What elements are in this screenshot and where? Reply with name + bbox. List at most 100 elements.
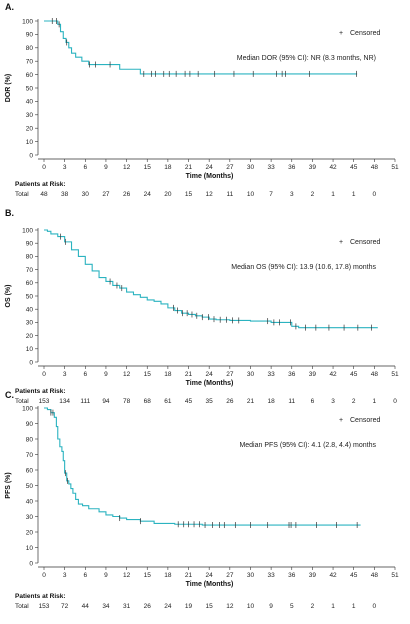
panel-label: A. [5, 2, 14, 12]
x-tick-label: 18 [164, 371, 172, 378]
y-axis-label: OS (%) [5, 285, 12, 308]
risk-table-value: 153 [39, 398, 50, 405]
y-tick-label: 40 [26, 307, 34, 314]
risk-table-row-label: Total [15, 191, 29, 198]
x-tick-label: 0 [42, 572, 46, 579]
risk-table-value: 7 [269, 191, 273, 198]
median-annotation: Median DOR (95% CI): NR (8.3 months, NR) [237, 55, 376, 62]
y-tick-label: 20 [26, 126, 34, 133]
y-tick-label: 80 [26, 45, 34, 52]
survival-curve [44, 407, 361, 526]
risk-table-value: 20 [164, 191, 172, 198]
survival-curve [44, 229, 378, 329]
x-tick-label: 0 [42, 371, 46, 378]
y-tick-label: 0 [29, 560, 33, 567]
y-tick-label: 90 [26, 241, 34, 248]
risk-table-value: 26 [226, 398, 234, 405]
x-tick-label: 33 [268, 572, 276, 579]
risk-table-value: 45 [185, 398, 193, 405]
risk-table-value: 2 [352, 398, 356, 405]
x-tick-label: 33 [268, 164, 276, 171]
x-tick-label: 51 [391, 572, 399, 579]
y-tick-label: 50 [26, 85, 34, 92]
risk-table-value: 9 [269, 603, 273, 610]
x-tick-label: 42 [329, 371, 337, 378]
x-tick-label: 36 [288, 371, 296, 378]
x-tick-label: 21 [185, 572, 193, 579]
y-tick-label: 40 [26, 99, 34, 106]
risk-table-value: 48 [40, 191, 48, 198]
risk-table-value: 11 [226, 191, 233, 198]
x-tick-label: 12 [123, 164, 131, 171]
x-tick-label: 3 [63, 572, 67, 579]
x-tick-label: 12 [123, 572, 131, 579]
risk-table-value: 72 [61, 603, 69, 610]
median-annotation: Median OS (95% CI): 13.9 (10.6, 17.8) mo… [231, 264, 376, 271]
risk-table-title: Patients at Risk: [15, 388, 66, 395]
risk-table-value: 35 [206, 398, 214, 405]
risk-table-value: 153 [39, 603, 50, 610]
x-tick-label: 45 [350, 164, 358, 171]
x-tick-label: 0 [42, 164, 46, 171]
x-tick-label: 24 [206, 572, 214, 579]
risk-table-title: Patients at Risk: [15, 181, 66, 188]
risk-table-value: 2 [311, 191, 315, 198]
y-tick-label: 10 [26, 139, 34, 146]
x-axis-label: Time (Months) [186, 380, 234, 387]
x-tick-label: 3 [63, 371, 67, 378]
risk-table-value: 31 [123, 603, 131, 610]
y-tick-label: 90 [26, 32, 34, 39]
y-tick-label: 100 [22, 18, 33, 25]
x-tick-label: 27 [226, 572, 234, 579]
y-tick-label: 20 [26, 529, 34, 536]
risk-table-value: 15 [206, 603, 214, 610]
x-tick-label: 24 [206, 164, 214, 171]
risk-table-value: 11 [288, 398, 295, 405]
x-tick-label: 15 [144, 572, 152, 579]
x-tick-label: 9 [104, 371, 108, 378]
x-tick-label: 51 [391, 164, 399, 171]
x-tick-label: 18 [164, 572, 172, 579]
x-tick-label: 39 [309, 371, 317, 378]
y-tick-label: 30 [26, 514, 34, 521]
x-tick-label: 42 [329, 572, 337, 579]
x-tick-label: 48 [371, 164, 379, 171]
risk-table-value: 6 [311, 398, 315, 405]
risk-table-value: 94 [102, 398, 110, 405]
y-tick-label: 10 [26, 346, 34, 353]
y-tick-label: 70 [26, 267, 34, 274]
risk-table-value: 10 [247, 603, 255, 610]
risk-table-value: 1 [331, 603, 335, 610]
y-tick-label: 100 [22, 227, 33, 234]
x-tick-label: 39 [309, 572, 317, 579]
x-tick-label: 36 [288, 164, 296, 171]
risk-table-value: 2 [311, 603, 315, 610]
x-tick-label: 27 [226, 164, 234, 171]
y-axis-label: DOR (%) [5, 74, 12, 102]
risk-table-value: 0 [373, 191, 377, 198]
risk-table-value: 3 [290, 191, 294, 198]
x-tick-label: 12 [123, 371, 131, 378]
x-tick-label: 21 [185, 371, 193, 378]
risk-table-value: 0 [393, 398, 397, 405]
risk-table-value: 18 [268, 398, 276, 405]
x-tick-label: 42 [329, 164, 337, 171]
y-tick-label: 40 [26, 498, 34, 505]
risk-table-value: 19 [185, 603, 193, 610]
risk-table-value: 24 [144, 191, 152, 198]
risk-table-value: 5 [290, 603, 294, 610]
x-tick-label: 51 [391, 371, 399, 378]
x-tick-label: 45 [350, 572, 358, 579]
legend-censored-symbol: + [339, 417, 343, 424]
y-tick-label: 80 [26, 254, 34, 261]
x-tick-label: 39 [309, 164, 317, 171]
legend-censored-label: Censored [350, 417, 380, 424]
risk-table-value: 134 [59, 398, 70, 405]
risk-table-value: 3 [331, 398, 335, 405]
x-tick-label: 48 [371, 572, 379, 579]
x-tick-label: 6 [83, 572, 87, 579]
y-tick-label: 80 [26, 436, 34, 443]
legend-censored-label: Censored [350, 30, 380, 37]
risk-table-value: 27 [102, 191, 110, 198]
